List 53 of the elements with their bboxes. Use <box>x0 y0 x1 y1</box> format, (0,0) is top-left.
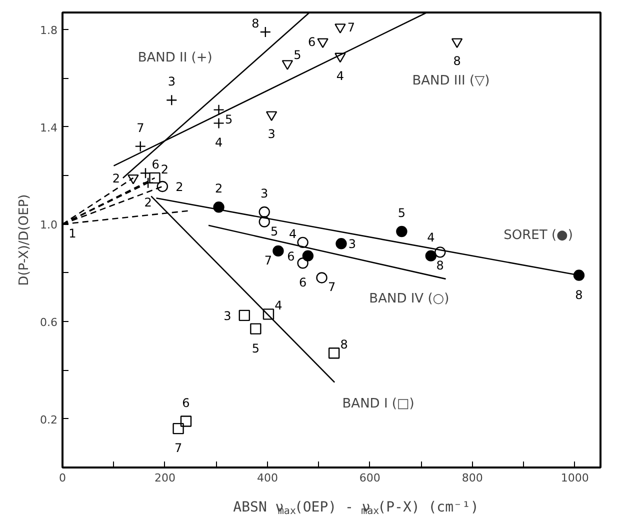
y-tick-label: 1.0 <box>40 218 58 232</box>
annotation: 4 <box>427 230 435 244</box>
x-tick-label: 200 <box>154 472 176 484</box>
annotation: 6 <box>298 276 307 290</box>
annotation: 2 <box>112 171 120 186</box>
x-tick-label: 1000 <box>560 472 589 484</box>
annotation: 6 <box>182 396 190 410</box>
annotation: 6 <box>287 249 295 264</box>
x-tick-label: 400 <box>256 472 278 484</box>
annotation: 8 <box>453 54 461 68</box>
annotation: 8 <box>575 288 583 302</box>
annotation: 2 <box>214 182 223 196</box>
annotation: 8 <box>252 16 260 30</box>
annotation: 2 <box>176 180 184 194</box>
annotation: 8 <box>436 258 444 273</box>
annotation: BAND I (□) <box>342 396 414 412</box>
annotation: 3 <box>260 186 268 201</box>
annotation: 5 <box>398 206 406 220</box>
annotation: 5 <box>224 112 233 126</box>
annotation: 7 <box>264 253 272 268</box>
annotation: 6 <box>152 158 160 172</box>
y-tick-label: 0.6 <box>40 316 58 330</box>
x-tick-label: 600 <box>359 472 380 484</box>
annotation: 5 <box>270 224 278 238</box>
annotation: 2 <box>160 162 169 176</box>
annotation: 3 <box>348 237 356 252</box>
annotation: 3 <box>268 127 276 142</box>
annotation: BAND II (+) <box>138 50 212 66</box>
annotation: SORET (●) <box>504 228 573 243</box>
y-tick-label: 0.2 <box>40 413 58 426</box>
y-tick-label: 1.4 <box>40 121 58 134</box>
y-tick-label: 1.8 <box>40 24 58 38</box>
annotation: 4 <box>214 136 223 150</box>
annotation: 3 <box>168 74 176 89</box>
annotation: BAND III (▽) <box>412 73 490 88</box>
annotation: 2 <box>144 195 152 210</box>
annotation: 7 <box>328 280 336 294</box>
annotation: 4 <box>336 68 344 83</box>
x-tick-label: 0 <box>59 472 66 484</box>
annotation: 5 <box>252 341 260 356</box>
x-tick-label: 800 <box>462 472 483 484</box>
annotation: 7 <box>136 120 144 135</box>
annotation: BAND IV (○) <box>369 292 450 307</box>
annotation: 3 <box>224 308 232 323</box>
annotation: 7 <box>174 441 182 456</box>
annotation: 6 <box>308 35 316 50</box>
y-axis-title: D(P-X)/D(OEP) <box>17 194 32 286</box>
annotation: 1 <box>68 226 76 241</box>
annotation: 4 <box>288 226 297 241</box>
annotation: 7 <box>347 20 356 35</box>
annotation: 8 <box>340 338 348 352</box>
annotation: 4 <box>274 298 282 313</box>
annotation: 5 <box>294 48 302 62</box>
